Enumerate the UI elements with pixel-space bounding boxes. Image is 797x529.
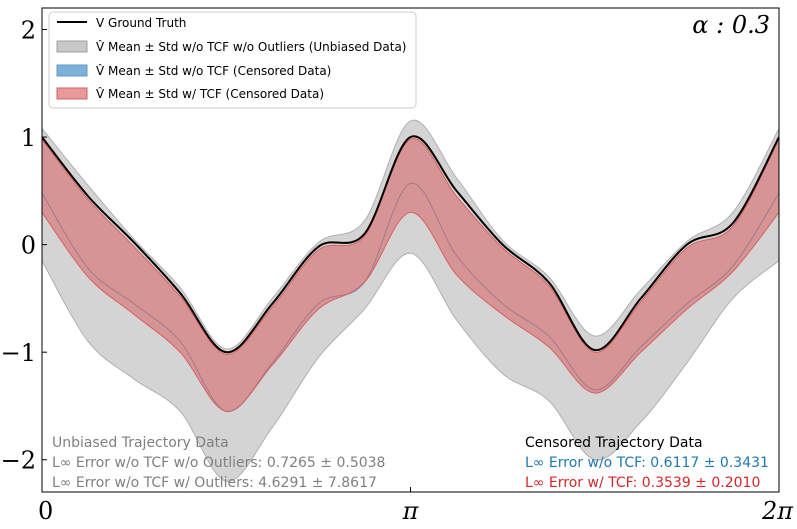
legend-box [48,11,417,109]
y-tick-label: −2 [1,447,36,475]
legend-label-censored-no-tcf: V̂ Mean ± Std w/o TCF (Censored Data) [96,64,331,78]
x-tick-label: π [402,497,420,525]
line-ground-truth [42,135,779,354]
y-tick-label: 2 [21,17,36,45]
annotation-censored-line2: L∞ Error w/ TCF: 0.3539 ± 0.2010 [525,475,760,491]
legend-label-unbiased: V̂ Mean ± Std w/o TCF w/o Outliers (Unbi… [96,40,407,54]
bands-layer [42,119,779,482]
legend-label-ground-truth: V Ground Truth [96,16,186,30]
annotation-censored: Censored Trajectory Data L∞ Error w/o TC… [525,435,769,491]
annotation-unbiased-line1: L∞ Error w/o TCF w/o Outliers: 0.7265 ± … [52,455,385,471]
legend-patch-censored-no-tcf [56,64,88,77]
annotation-unbiased-line2: L∞ Error w/o TCF w/ Outliers: 4.6291 ± 7… [52,475,377,491]
y-tick-label: 0 [21,232,36,260]
ticks-layer: −2 −1 0 1 2 0 π 2π [1,17,795,525]
annotation-censored-title: Censored Trajectory Data [525,435,703,451]
legend-patch-unbiased [56,40,88,53]
annotation-unbiased-title: Unbiased Trajectory Data [52,435,229,451]
legend-label-censored-tcf: V̂ Mean ± Std w/ TCF (Censored Data) [96,87,324,101]
lines-layer [42,135,779,354]
annotation-unbiased: Unbiased Trajectory Data L∞ Error w/o TC… [52,435,385,491]
y-tick-label: −1 [1,339,36,367]
legend-patch-censored-tcf [56,87,88,100]
chart-title: α : 0.3 [692,11,770,39]
annotation-censored-line1: L∞ Error w/o TCF: 0.6117 ± 0.3431 [525,455,769,471]
x-tick-label: 2π [761,497,794,525]
legend: V Ground Truth V̂ Mean ± Std w/o TCF w/o… [48,11,417,109]
x-tick-label: 0 [38,497,53,525]
y-tick-label: 1 [21,124,36,152]
